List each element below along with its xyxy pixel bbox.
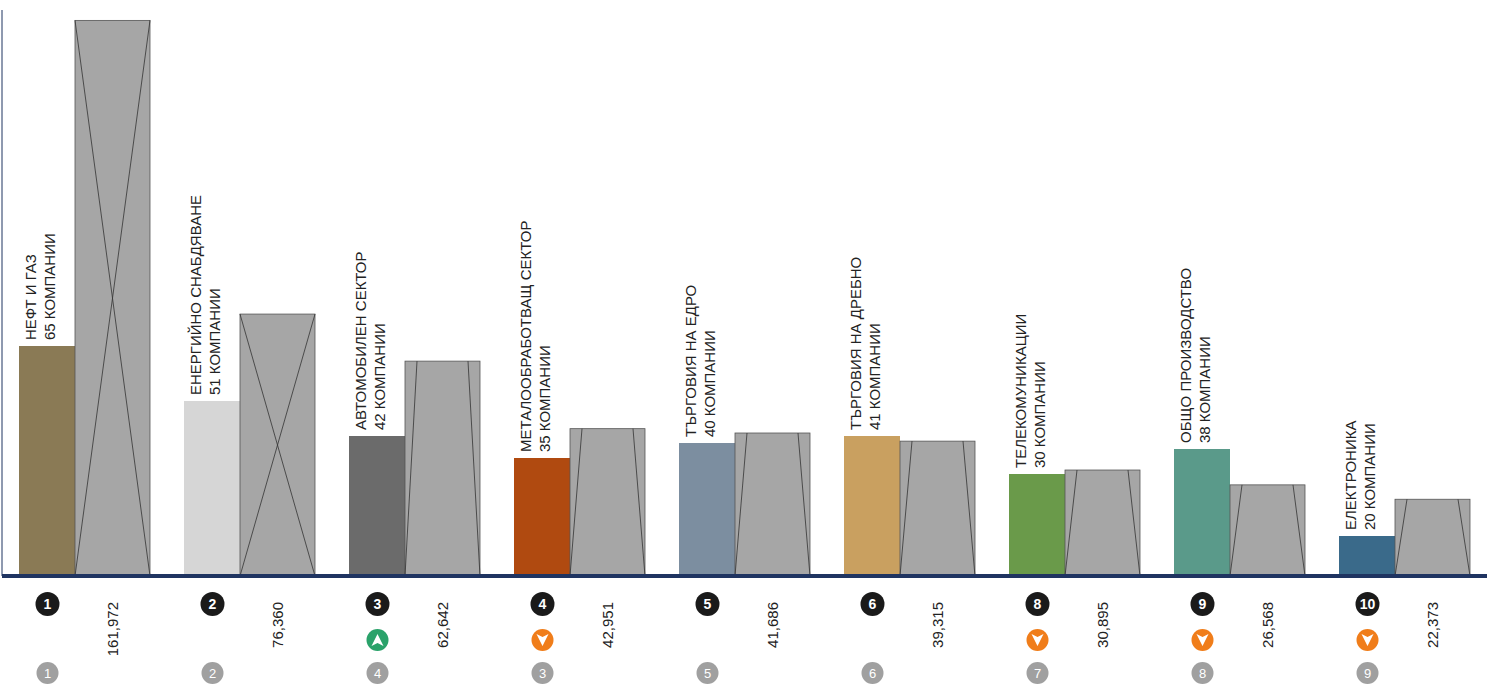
svg-text:41 КОМПАНИИ: 41 КОМПАНИИ	[866, 323, 883, 430]
svg-text:6: 6	[869, 666, 876, 681]
svg-text:ОБЩО ПРОИЗВОДСТВО: ОБЩО ПРОИЗВОДСТВО	[1177, 268, 1194, 443]
svg-text:МЕТАЛООБРАБОТВАЩ СЕКТОР: МЕТАЛООБРАБОТВАЩ СЕКТОР	[517, 220, 534, 452]
svg-text:4: 4	[374, 666, 381, 681]
svg-text:8: 8	[1199, 666, 1206, 681]
svg-text:9: 9	[1364, 666, 1371, 681]
svg-text:ЕНЕРГИЙНО СНАБДЯВАНЕ: ЕНЕРГИЙНО СНАБДЯВАНЕ	[187, 195, 204, 395]
svg-text:20 КОМПАНИИ: 20 КОМПАНИИ	[1361, 423, 1378, 530]
svg-text:1: 1	[44, 666, 51, 681]
svg-text:161,972: 161,972	[104, 602, 121, 656]
svg-text:4: 4	[539, 596, 547, 612]
svg-text:ТЕЛЕКОМУНИКАЦИИ: ТЕЛЕКОМУНИКАЦИИ	[1012, 314, 1029, 468]
svg-text:НЕФТ И ГАЗ: НЕФТ И ГАЗ	[22, 254, 39, 340]
svg-text:35 КОМПАНИИ: 35 КОМПАНИИ	[536, 345, 553, 452]
svg-text:3: 3	[374, 596, 382, 612]
svg-text:3: 3	[539, 666, 546, 681]
svg-text:39,315: 39,315	[929, 602, 946, 648]
svg-text:9: 9	[1199, 596, 1207, 612]
svg-text:1: 1	[44, 596, 52, 612]
svg-text:26,568: 26,568	[1259, 602, 1276, 648]
svg-text:42,951: 42,951	[599, 602, 616, 648]
svg-text:8: 8	[1034, 596, 1042, 612]
svg-text:АВТОМОБИЛЕН СЕКТОР: АВТОМОБИЛЕН СЕКТОР	[352, 251, 369, 430]
svg-text:76,360: 76,360	[269, 602, 286, 648]
svg-text:30,895: 30,895	[1094, 602, 1111, 648]
svg-text:7: 7	[1034, 666, 1041, 681]
svg-text:2: 2	[209, 666, 216, 681]
svg-text:62,642: 62,642	[434, 602, 451, 648]
svg-text:65 КОМПАНИИ: 65 КОМПАНИИ	[41, 233, 58, 340]
svg-text:ЕЛЕКТРОНИКА: ЕЛЕКТРОНИКА	[1342, 421, 1359, 530]
svg-text:5: 5	[704, 666, 711, 681]
svg-text:38 КОМПАНИИ: 38 КОМПАНИИ	[1196, 336, 1213, 443]
svg-text:41,686: 41,686	[764, 602, 781, 648]
svg-text:42 КОМПАНИИ: 42 КОМПАНИИ	[371, 323, 388, 430]
svg-text:2: 2	[209, 596, 217, 612]
svg-text:22,373: 22,373	[1424, 602, 1441, 648]
svg-text:51 КОМПАНИИ: 51 КОМПАНИИ	[206, 288, 223, 395]
svg-text:ТЪРГОВИЯ НА ЕДРО: ТЪРГОВИЯ НА ЕДРО	[682, 285, 699, 437]
svg-text:5: 5	[704, 596, 712, 612]
svg-text:30 КОМПАНИИ: 30 КОМПАНИИ	[1031, 361, 1048, 468]
svg-text:ТЪРГОВИЯ НА ДРЕБНО: ТЪРГОВИЯ НА ДРЕБНО	[847, 257, 864, 430]
svg-text:10: 10	[1360, 596, 1376, 612]
svg-text:6: 6	[869, 596, 877, 612]
svg-text:40 КОМПАНИИ: 40 КОМПАНИИ	[701, 330, 718, 437]
